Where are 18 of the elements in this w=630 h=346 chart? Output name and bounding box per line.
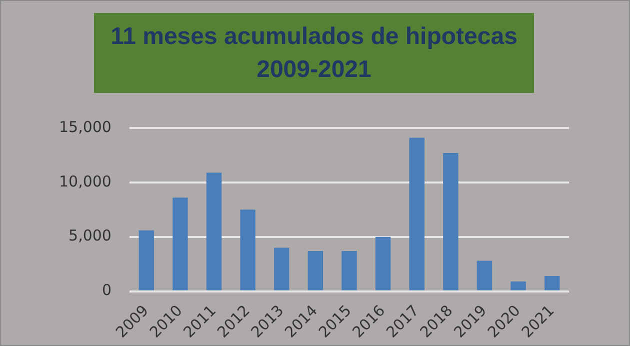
bar <box>510 281 526 290</box>
bar <box>476 260 492 290</box>
bar <box>206 172 222 290</box>
y-tick-label: 0 <box>102 281 112 300</box>
bar <box>443 153 458 290</box>
y-tick-label: 10,000 <box>58 172 112 190</box>
chart-title: 11 meses acumulados de hipotecas 2009-2021 <box>94 13 534 93</box>
bar <box>544 276 560 290</box>
y-tick-label: 15,000 <box>58 118 112 136</box>
y-tick-label: 5,000 <box>68 226 112 245</box>
bar <box>172 198 188 290</box>
bar <box>274 248 290 290</box>
bar <box>409 138 424 290</box>
bar <box>240 210 256 290</box>
bar <box>308 251 324 290</box>
bar <box>138 230 154 290</box>
bar <box>342 251 357 290</box>
bar <box>375 236 391 290</box>
